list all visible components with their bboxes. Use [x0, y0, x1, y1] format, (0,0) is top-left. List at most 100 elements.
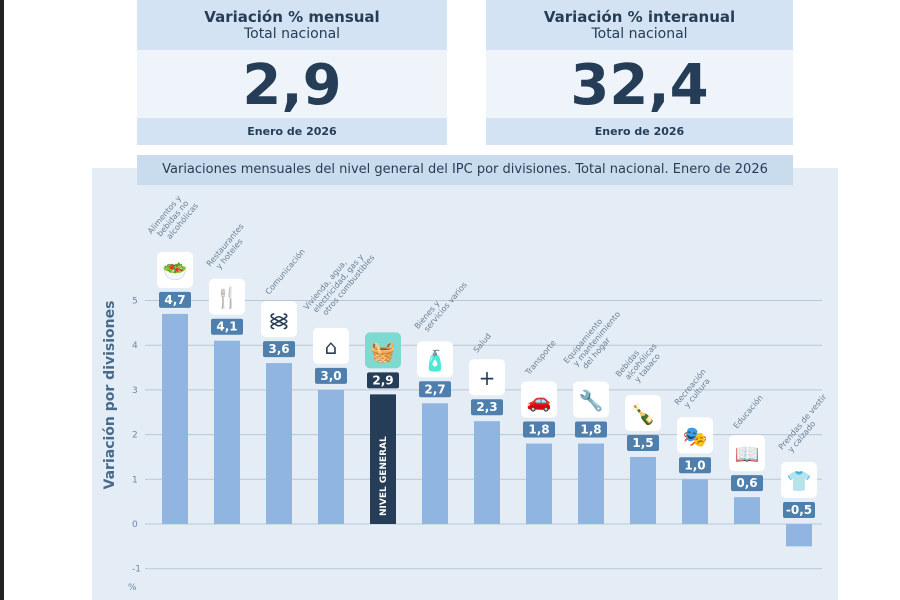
category-label: Vivienda, agua,electricidad, gas yotros … — [302, 242, 377, 324]
value-label-box — [783, 502, 815, 518]
y-unit-label: % — [128, 583, 137, 593]
y-tick-label: 2 — [132, 431, 138, 441]
car-icon: 🚗 — [527, 389, 552, 413]
bar — [734, 497, 760, 524]
value-label-box — [627, 434, 659, 451]
house-energy-icon-bg — [313, 327, 349, 364]
tshirt-icon: 👕 — [787, 469, 812, 493]
monthly-variation-card: Variación % mensual Total nacional 2,9 En… — [137, 0, 447, 145]
card-title: Variación % interanual — [543, 8, 736, 26]
y-tick-label: 3 — [132, 386, 138, 396]
value-label-box — [731, 475, 763, 492]
y-tick-label: 5 — [132, 297, 138, 307]
value-label: 2,9 — [372, 373, 393, 387]
bar — [318, 389, 344, 524]
value-label: 3,6 — [268, 342, 289, 356]
car-icon-bg — [521, 381, 557, 418]
value-label-box — [367, 372, 399, 389]
y-tick-label: 0 — [132, 520, 138, 530]
y-tick-label: 1 — [132, 475, 138, 485]
bar — [162, 313, 188, 524]
bar — [682, 479, 708, 524]
theater-masks-icon-bg — [677, 417, 713, 454]
value-label-box — [471, 399, 503, 416]
category-label: Bienes yservicios varios — [413, 275, 469, 337]
value-label: 4,1 — [216, 320, 237, 334]
card-title: Variación % mensual — [204, 8, 380, 26]
theater-masks-icon: 🎭 — [683, 424, 708, 448]
personal-care-icon-bg — [417, 341, 453, 378]
value-label: 3,0 — [320, 369, 341, 383]
food-icon: 🥗 — [163, 259, 188, 283]
card-subtitle: Total nacional — [591, 26, 688, 42]
value-label: 0,6 — [736, 476, 757, 490]
value-label: 1,0 — [684, 458, 705, 472]
health-cross-icon: + — [479, 366, 496, 390]
bar — [786, 524, 812, 547]
bar — [214, 340, 240, 524]
value-label-box — [523, 421, 555, 438]
value-label-box — [419, 381, 451, 398]
value-label: 4,7 — [164, 293, 185, 307]
annual-variation-card: Variación % interanual Total nacional 32,… — [486, 0, 793, 145]
basket-icon-bg — [365, 332, 401, 369]
personal-care-icon: 🧴 — [423, 348, 448, 372]
tshirt-icon-bg — [781, 462, 817, 498]
restaurant-icon-bg — [209, 278, 245, 315]
card-subtitle: Total nacional — [243, 26, 341, 42]
bar — [422, 403, 448, 524]
wifi-icon: ᯼ — [268, 308, 289, 332]
category-label-line: Transporte — [523, 338, 558, 377]
category-label-line: Educación — [731, 393, 765, 431]
value-label: 1,8 — [580, 423, 601, 437]
bar — [370, 394, 396, 524]
category-label: Salud — [472, 332, 493, 355]
bar — [630, 456, 656, 524]
value-label-box — [679, 457, 711, 474]
book-icon: 📖 — [735, 442, 760, 466]
value-label-box — [159, 291, 191, 308]
window-edge — [0, 0, 4, 600]
category-label-line: Salud — [472, 332, 493, 355]
bar — [266, 363, 292, 524]
tools-icon-bg — [573, 381, 609, 418]
value-label: 2,3 — [476, 400, 497, 414]
basket-icon: 🧺 — [371, 339, 396, 363]
card-date: Enero de 2026 — [486, 118, 793, 145]
value-label: 1,8 — [528, 423, 549, 437]
category-label-line: Comunicación — [263, 247, 307, 297]
category-label: NIVEL GENERAL — [379, 436, 389, 516]
category-label: Comunicación — [263, 247, 307, 297]
restaurant-icon: 🍴 — [215, 286, 240, 310]
value-label-box — [575, 421, 607, 438]
tools-icon: 🔧 — [579, 389, 604, 413]
category-label: Prendas de vestiry calzado — [777, 392, 836, 457]
bar — [474, 421, 500, 524]
house-energy-icon: ⌂ — [325, 335, 338, 359]
category-label: Bebidasalcohólicasy tabaco — [614, 336, 666, 390]
value-label-box — [211, 318, 243, 335]
card-date: Enero de 2026 — [137, 118, 447, 145]
category-label: Transporte — [523, 338, 558, 377]
card-value: 32,4 — [570, 53, 709, 118]
food-icon-bg — [157, 251, 193, 288]
category-label: Educación — [731, 393, 765, 431]
category-label: Restaurantesy hoteles — [205, 222, 253, 274]
value-label: 2,7 — [424, 382, 445, 396]
value-label: -0,5 — [786, 503, 812, 517]
y-tick-label: -1 — [132, 565, 141, 575]
chart-title: Variaciones mensuales del nivel general … — [137, 155, 793, 185]
y-tick-label: 4 — [132, 341, 138, 351]
card-value: 2,9 — [242, 53, 342, 118]
value-label-box — [263, 341, 295, 358]
value-label-box — [315, 367, 347, 384]
book-icon-bg — [729, 435, 765, 472]
bottle-cigarette-icon-bg — [625, 394, 661, 431]
health-cross-icon-bg — [469, 359, 505, 396]
category-label: Alimentos ybebidas noalcohólicas — [146, 190, 200, 247]
value-label: 1,5 — [632, 436, 653, 450]
wifi-icon-bg — [261, 301, 297, 338]
bottle-cigarette-icon: 🍾 — [631, 402, 656, 426]
bar — [578, 443, 604, 524]
